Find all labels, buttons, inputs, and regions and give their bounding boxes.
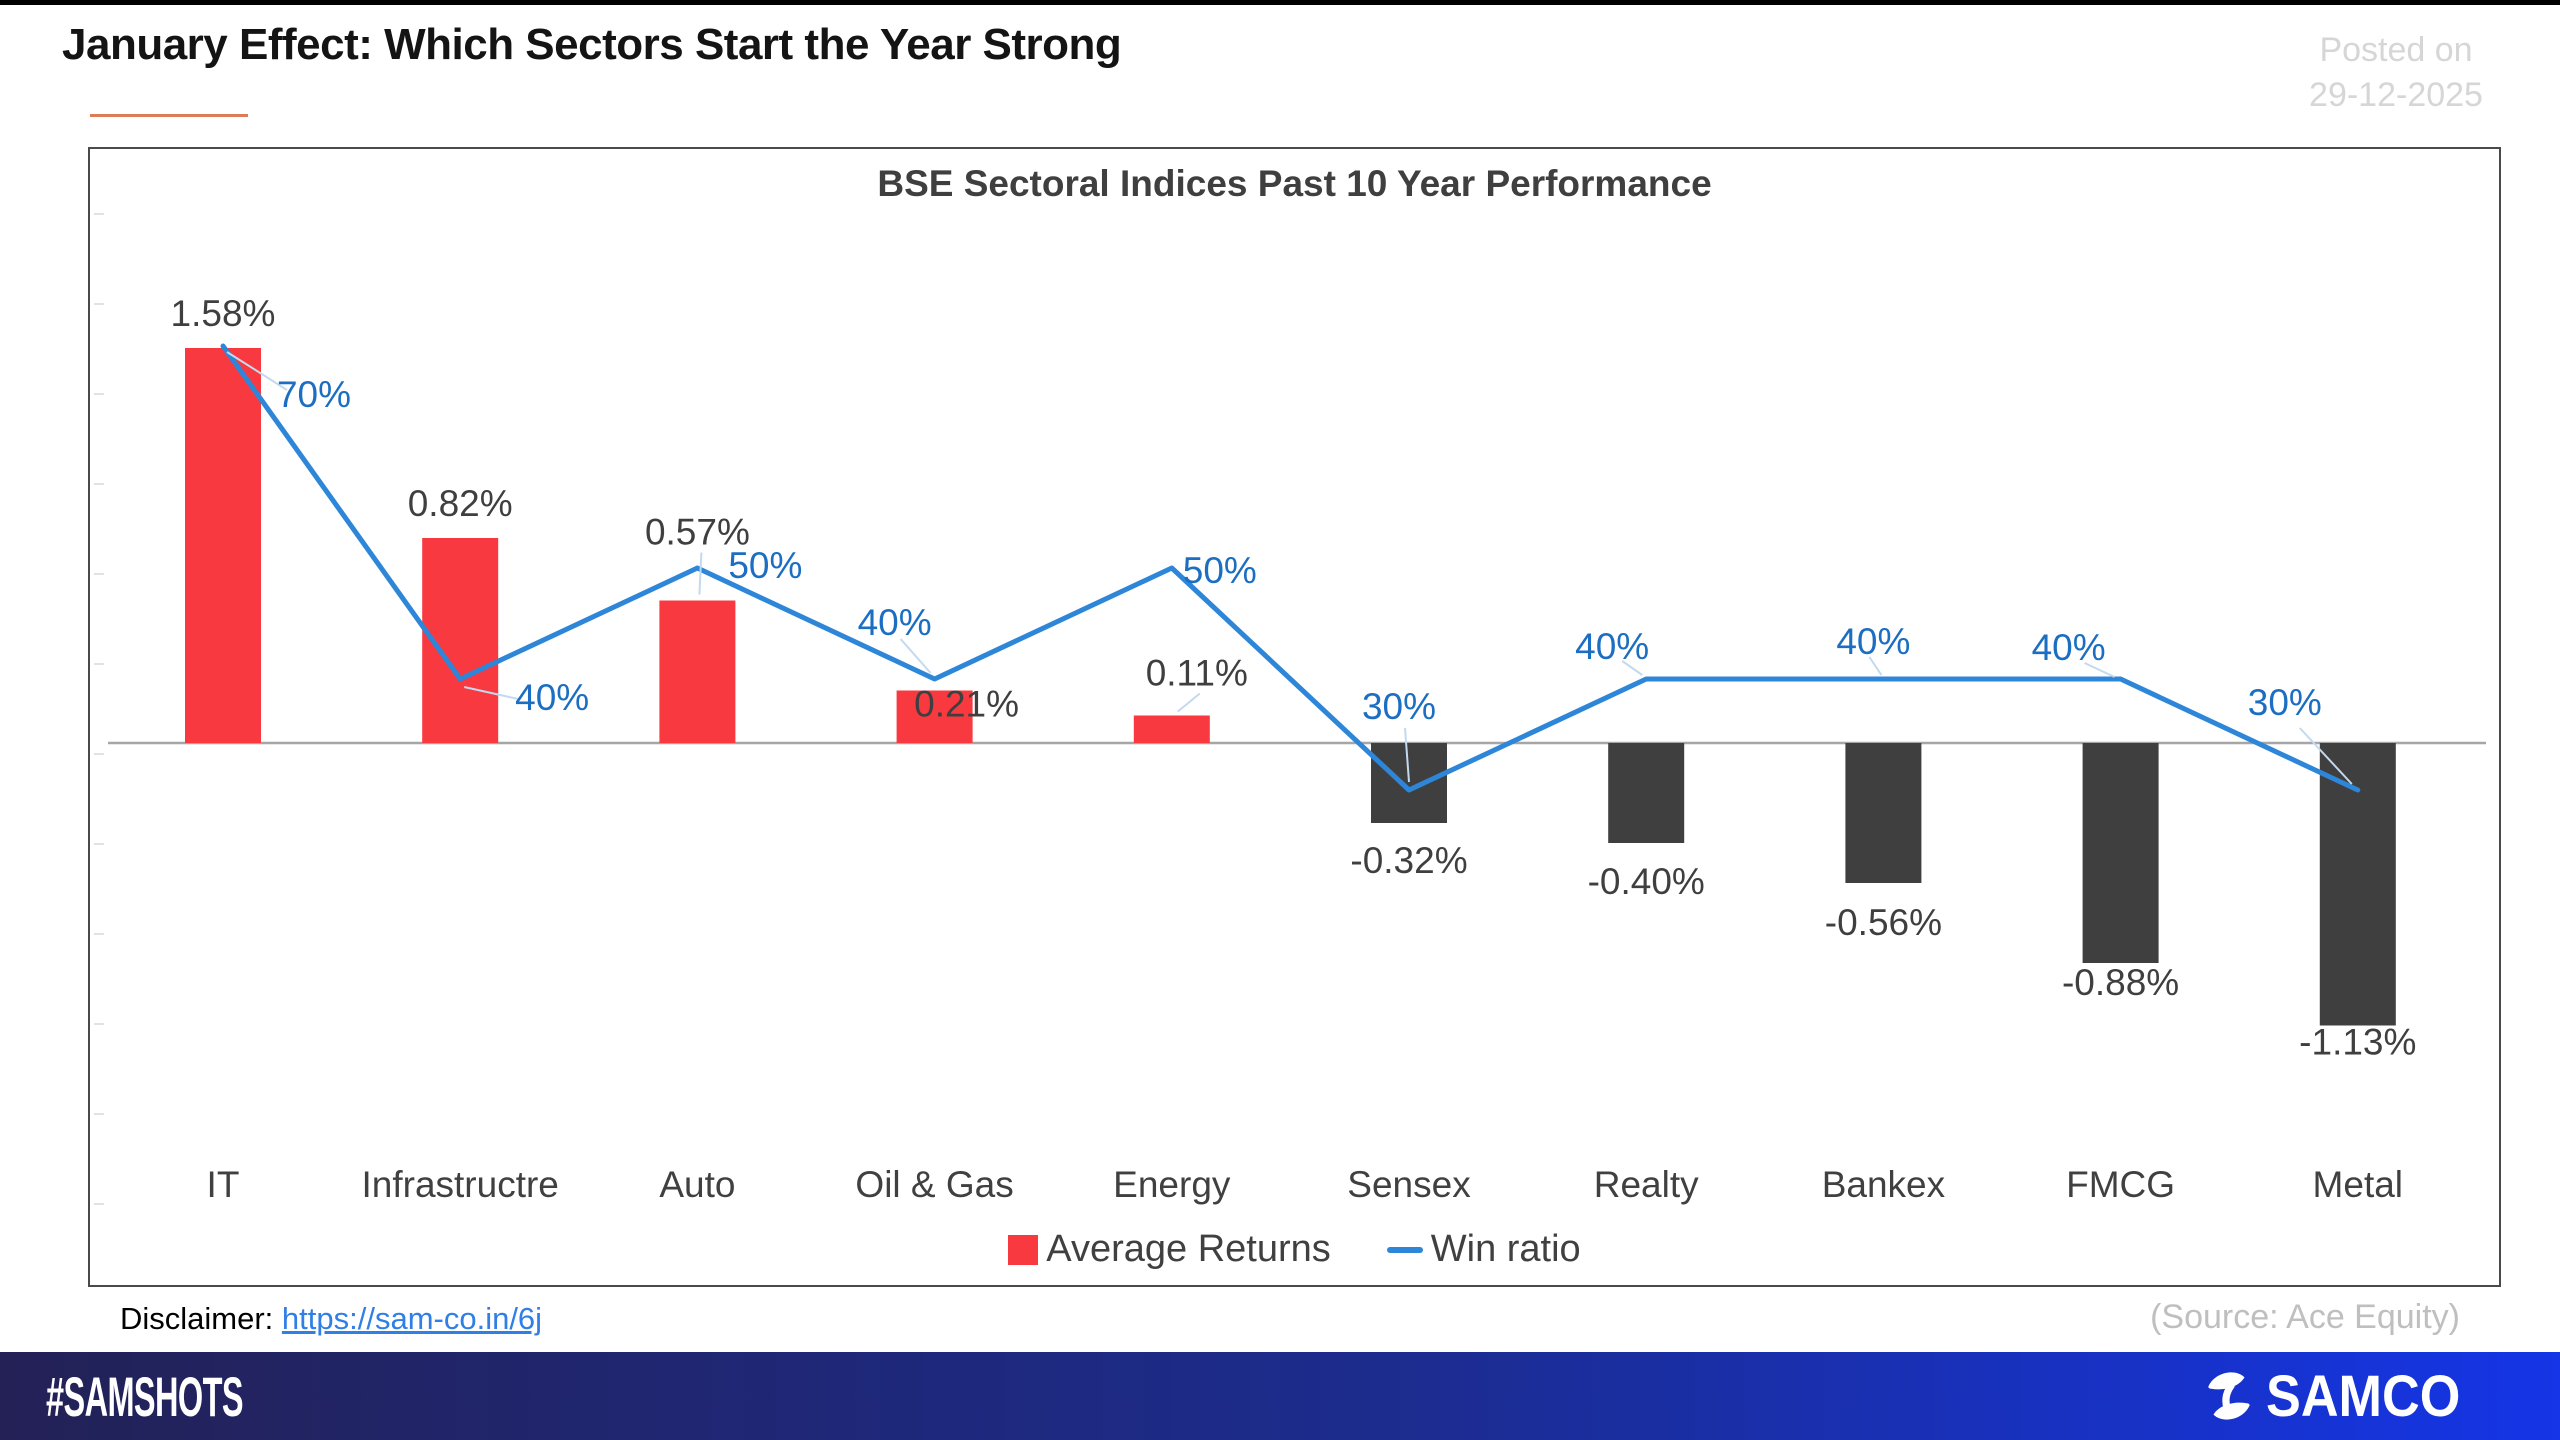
bar-label-Realty: -0.40% [1588, 861, 1705, 902]
x-axis-label-Realty: Realty [1594, 1164, 1699, 1205]
chart-legend: Average Returns Win ratio [90, 1228, 2499, 1271]
label-leader-line [2299, 727, 2353, 785]
x-axis-label-Sensex: Sensex [1347, 1164, 1471, 1205]
win-ratio-line [220, 343, 2361, 793]
label-leader-line [1868, 656, 1883, 676]
x-axis-label-FMCG: FMCG [2066, 1164, 2175, 1205]
bar-Bankex [1845, 743, 1922, 883]
bar-label-Energy: 0.11% [1146, 653, 1248, 694]
title-underline [90, 114, 248, 117]
bar-label-Sensex: -0.32% [1350, 840, 1467, 881]
source-note: (Source: Ace Equity) [2150, 1298, 2460, 1336]
label-leader-line [1177, 692, 1201, 713]
legend-label-average-returns: Average Returns [1046, 1228, 1331, 1270]
posted-on-label: Posted on [2319, 31, 2473, 69]
x-axis-label-Energy: Energy [1113, 1164, 1231, 1205]
bar-label-FMCG: -0.88% [2062, 962, 2179, 1003]
x-axis-label-Auto: Auto [659, 1164, 735, 1205]
chart-frame: BSE Sectoral Indices Past 10 Year Perfor… [88, 147, 2501, 1287]
bar-label-Infrastructre: 0.82% [408, 483, 513, 524]
posted-on-date: Posted on 29-12-2025 [2262, 28, 2530, 118]
label-leader-line [2084, 662, 2116, 678]
win-ratio-label-Oil & Gas: 40% [858, 602, 932, 643]
bar-label-Auto: 0.57% [645, 512, 750, 553]
legend-label-win-ratio: Win ratio [1430, 1228, 1581, 1270]
bar-Realty [1608, 743, 1685, 843]
win-ratio-label-Auto: 50% [728, 545, 802, 586]
x-axis-label-IT: IT [207, 1164, 240, 1205]
bar-Sensex [1371, 743, 1447, 823]
win-ratio-swatch-icon [1386, 1246, 1423, 1253]
x-axis-label-Oil & Gas: Oil & Gas [855, 1164, 1013, 1205]
x-axis-label-Infrastructre: Infrastructre [361, 1164, 558, 1205]
x-axis-label-Bankex: Bankex [1822, 1164, 1946, 1205]
win-ratio-label-Sensex: 30% [1362, 686, 1436, 727]
bar-label-IT: 1.58% [171, 293, 276, 334]
brand-bar: #SAMSHOTS SAMCO [0, 1352, 2560, 1440]
legend-item-average-returns: Average Returns [1008, 1228, 1331, 1271]
label-leader-line [1621, 660, 1643, 676]
bar-Energy [1133, 715, 1210, 743]
bar-label-Metal: -1.13% [2299, 1022, 2416, 1063]
label-leader-line [698, 552, 703, 595]
chart-title: BSE Sectoral Indices Past 10 Year Perfor… [877, 163, 1712, 204]
win-ratio-label-Infrastructre: 40% [515, 677, 589, 718]
bar-Metal [2319, 743, 2396, 1026]
win-ratio-label-FMCG: 40% [2032, 627, 2106, 668]
page-title: January Effect: Which Sectors Start the … [62, 20, 1122, 69]
win-ratio-label-Realty: 40% [1575, 626, 1649, 667]
bar-label-Bankex: -0.56% [1825, 902, 1942, 943]
win-ratio-label-Bankex: 40% [1836, 621, 1910, 662]
legend-item-win-ratio: Win ratio [1386, 1228, 1581, 1271]
samco-logo-text: SAMCO [2266, 1363, 2461, 1429]
label-leader-line [899, 638, 932, 674]
samco-logo-icon [2208, 1372, 2250, 1420]
x-axis-label-Metal: Metal [2313, 1164, 2403, 1205]
posted-on-value: 29-12-2025 [2309, 75, 2483, 114]
label-leader-line [463, 686, 519, 700]
disclaimer: Disclaimer: https://sam-co.in/6j [120, 1301, 542, 1337]
bar-Auto [659, 600, 736, 743]
samshots-hashtag: #SAMSHOTS [46, 1365, 243, 1428]
label-leader-line [1404, 727, 1410, 783]
bar-IT [185, 348, 261, 743]
win-ratio-label-Metal: 30% [2248, 682, 2322, 723]
disclaimer-link[interactable]: https://sam-co.in/6j [281, 1301, 543, 1336]
top-border-strip [0, 0, 2560, 5]
win-ratio-label-IT: 70% [277, 374, 351, 415]
bar-Oil & Gas [896, 690, 973, 743]
label-leader-line [226, 351, 288, 391]
win-ratio-label-Energy: 50% [1183, 550, 1257, 591]
bar-FMCG [2082, 743, 2159, 963]
disclaimer-label: Disclaimer: [120, 1301, 282, 1336]
chart-canvas: 1.58% 0.82% 0.57% 0.21% 0.11% -0.32% -0.40% -0.… [94, 213, 2486, 1205]
samco-logo: SAMCO [2198, 1352, 2482, 1440]
average-returns-swatch-icon [1008, 1234, 1039, 1265]
bar-label-Oil & Gas: 0.21% [914, 684, 1019, 725]
